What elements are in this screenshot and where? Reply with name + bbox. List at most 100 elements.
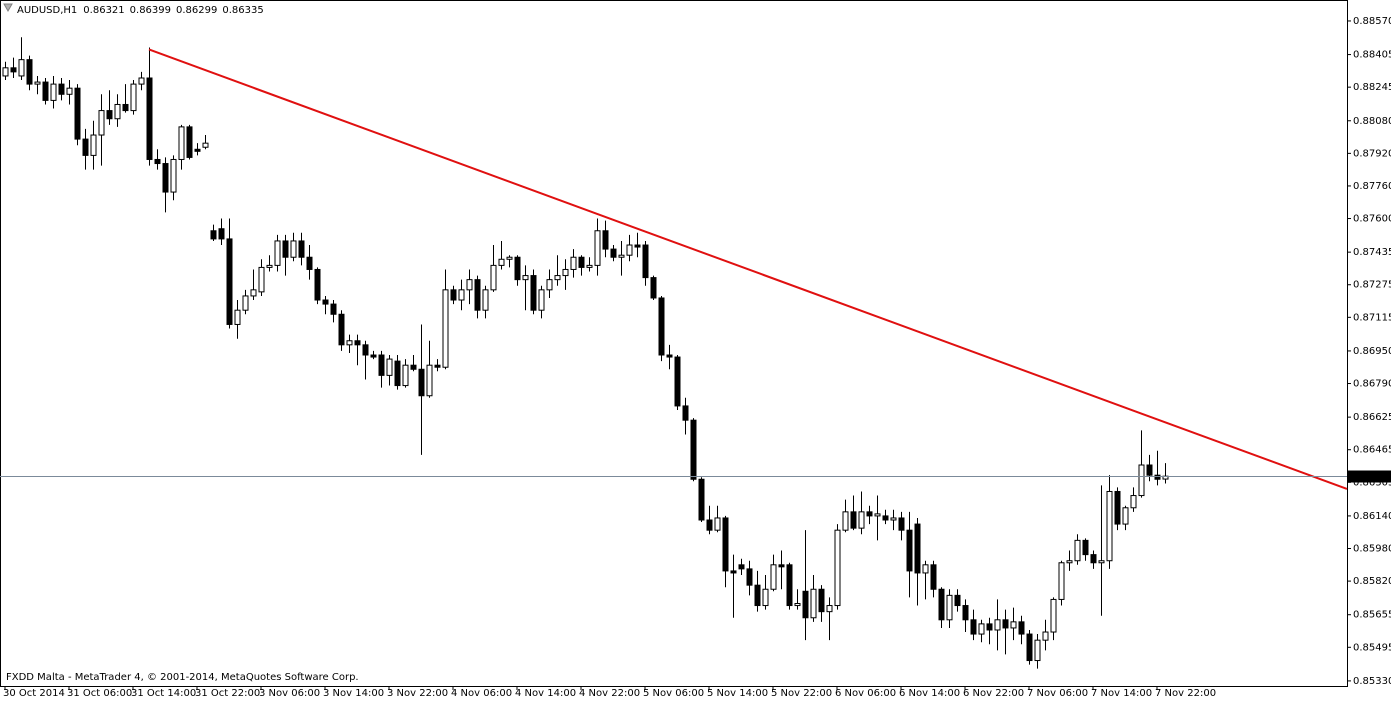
candle-body [682, 405, 689, 421]
candle-body [418, 368, 425, 397]
candle-body [730, 570, 737, 574]
candle-body [962, 605, 969, 621]
candle-body [746, 568, 753, 586]
candle-body [1050, 598, 1057, 633]
candle-body [954, 594, 961, 607]
candle-body [1146, 464, 1153, 476]
y-tick-label: 0.85820 [1353, 576, 1391, 587]
candle-body [594, 230, 601, 266]
candle-body [314, 268, 321, 301]
candle-body [1002, 619, 1009, 629]
candle-body [306, 256, 313, 270]
candle-body [978, 623, 985, 635]
candle-body [554, 275, 561, 281]
candle-body [354, 340, 361, 346]
y-tick-label: 0.87275 [1353, 280, 1391, 291]
y-tick-label: 0.87760 [1353, 181, 1391, 192]
header-close: 0.86335 [222, 5, 263, 16]
candle-body [450, 289, 457, 301]
candle-body [266, 264, 273, 268]
candle-body [1130, 495, 1137, 509]
candle-body [138, 77, 145, 85]
x-tick-label: 4 Nov 14:00 [515, 688, 576, 699]
candle-body [938, 588, 945, 621]
candle-body [898, 517, 905, 531]
candle-body [466, 279, 473, 291]
candle-body [162, 163, 169, 193]
candle-body [970, 619, 977, 635]
candle-body [66, 87, 73, 95]
candle-body [930, 564, 937, 590]
candle-body [1122, 507, 1129, 525]
candle-body [194, 148, 201, 152]
y-tick-label: 0.86305 [1353, 477, 1391, 488]
candle-body [50, 83, 57, 101]
candle-body [858, 511, 865, 529]
candle-body [362, 344, 369, 356]
candle-body [634, 244, 641, 248]
candle-body [1034, 639, 1041, 662]
candle-body [394, 360, 401, 387]
candle-body [42, 81, 49, 101]
candle-body [258, 266, 265, 293]
y-tick-label: 0.86140 [1353, 511, 1391, 522]
x-tick-label: 3 Nov 14:00 [323, 688, 384, 699]
y-tick-label: 0.87115 [1353, 312, 1391, 323]
candle-body [530, 275, 537, 311]
symbol: AUDUSD,H1 [17, 5, 77, 16]
candle-body [674, 356, 681, 407]
header-open: 0.86321 [83, 5, 124, 16]
y-tick-label: 0.85655 [1353, 610, 1391, 621]
candle-body [90, 134, 97, 156]
candle-body [866, 511, 873, 517]
candle-body [762, 588, 769, 607]
candle-body [842, 511, 849, 531]
candle-body [1098, 560, 1105, 564]
candle-body [474, 279, 481, 311]
candle-body [386, 358, 393, 376]
candle-body [794, 603, 801, 607]
candle-body [994, 619, 1001, 631]
candle-body [618, 254, 625, 258]
candle-body [210, 230, 217, 240]
x-tick-label: 31 Oct 14:00 [131, 688, 196, 699]
candle-body [82, 138, 89, 156]
candle-body [1018, 621, 1025, 635]
candle-body [610, 248, 617, 258]
candle-body [378, 354, 385, 376]
candle-body [922, 564, 929, 574]
candle-body [906, 529, 913, 572]
candle-body [74, 87, 81, 140]
candle-body [658, 297, 665, 356]
candle-body [2, 67, 9, 77]
y-tick-label: 0.87435 [1353, 247, 1391, 258]
candle-body [586, 264, 593, 268]
candle-body [506, 256, 513, 260]
candle-body [250, 289, 257, 297]
candle-body [1026, 633, 1033, 662]
candle-body [338, 313, 345, 346]
candle-body [810, 588, 817, 619]
candle-body [18, 59, 25, 77]
y-tick-label: 0.88245 [1353, 82, 1391, 93]
candle-body [106, 110, 113, 120]
y-tick-label: 0.86625 [1353, 412, 1391, 423]
candle-body [786, 564, 793, 607]
candle-body [154, 158, 161, 165]
candle-body [706, 519, 713, 531]
candle-body [850, 511, 857, 529]
candle-body [666, 354, 673, 358]
candle-body [522, 275, 529, 281]
y-tick-label: 0.88405 [1353, 50, 1391, 61]
candle-body [650, 277, 657, 299]
x-tick-label: 6 Nov 14:00 [899, 688, 960, 699]
candle-body [202, 142, 209, 148]
candle-body [578, 256, 585, 268]
candle-body [218, 228, 225, 240]
x-tick-label: 31 Oct 06:00 [67, 688, 132, 699]
x-tick-label: 5 Nov 06:00 [643, 688, 704, 699]
candle-body [242, 295, 249, 311]
candle-body [402, 364, 409, 387]
x-tick-label: 3 Nov 22:00 [387, 688, 448, 699]
candle-body [874, 513, 881, 517]
